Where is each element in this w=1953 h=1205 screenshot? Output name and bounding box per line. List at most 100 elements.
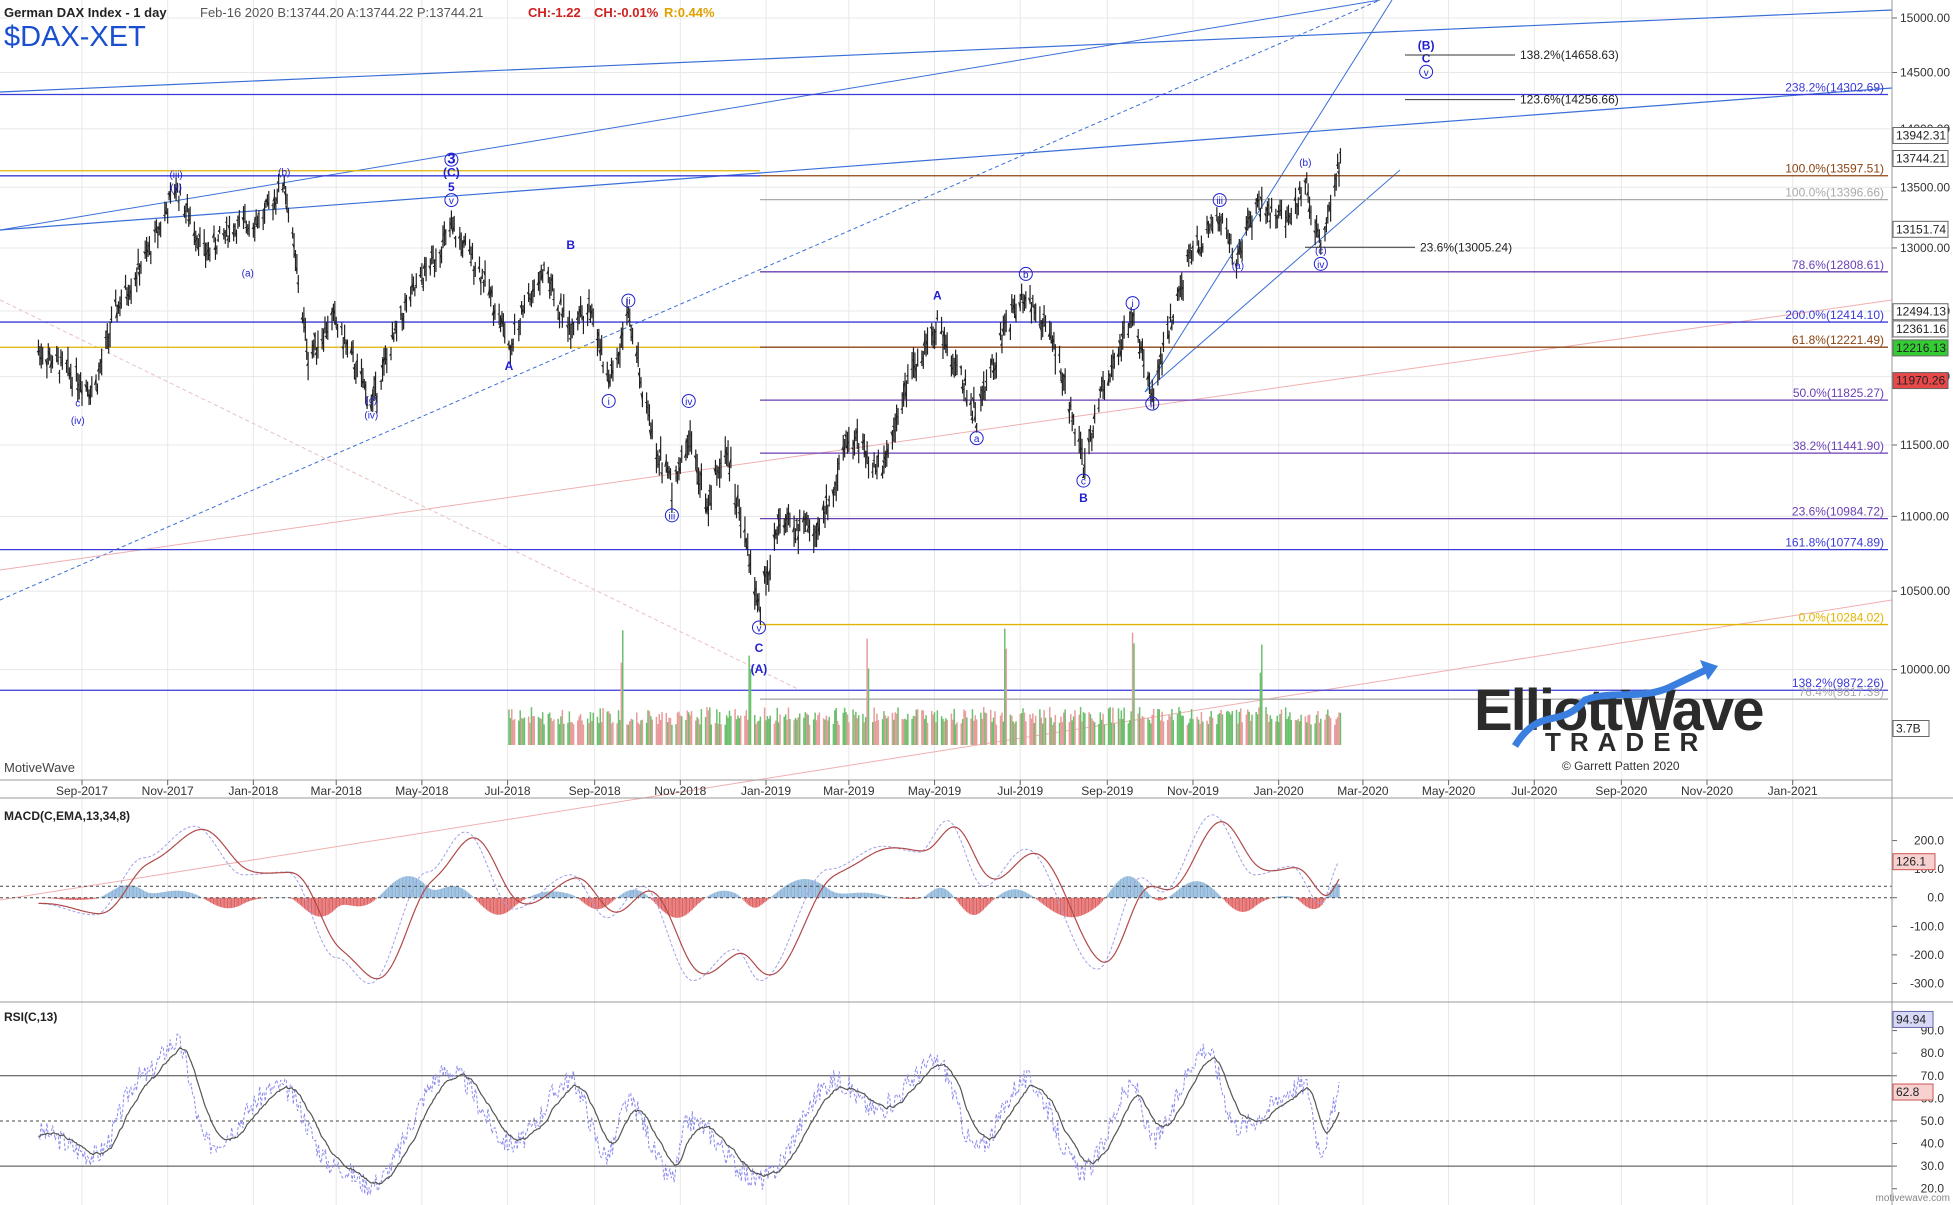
- price-bar-open: [1033, 311, 1036, 314]
- price-bar-open: [1139, 346, 1142, 350]
- price-bar-open: [119, 303, 122, 305]
- price-bar-open: [863, 451, 867, 456]
- price-bar-open: [539, 269, 542, 274]
- price-bar-open: [678, 467, 681, 473]
- wave-label: iv: [1317, 260, 1324, 271]
- price-bar-open: [509, 345, 513, 348]
- price-bar-open: [637, 372, 641, 378]
- wave-label: (c): [365, 396, 377, 407]
- price-bar-open: [1082, 464, 1086, 468]
- wave-label-circle: [664, 508, 679, 523]
- price-bar-open: [294, 266, 298, 272]
- fib-label: 50.0%(11825.27): [1793, 386, 1884, 400]
- price-bar-open: [817, 525, 820, 533]
- price-bar-open: [963, 377, 966, 382]
- symbol-title: $DAX-XET: [4, 21, 146, 53]
- price-bar-open: [788, 517, 791, 520]
- price-bar-open: [1000, 342, 1003, 346]
- price-bar-open: [832, 486, 836, 490]
- price-bar-open: [56, 359, 59, 362]
- price-bar-open: [727, 472, 730, 475]
- price-bar-open: [134, 274, 138, 280]
- trend-line: [0, 299, 801, 691]
- price-bar-open: [360, 380, 364, 385]
- price-bar-open: [1181, 286, 1184, 290]
- wave-label: (b): [1299, 158, 1311, 169]
- price-bar-open: [293, 253, 296, 257]
- wave-label-circle: [601, 393, 616, 408]
- wave-label: C: [1422, 52, 1431, 66]
- price-bar-open: [827, 498, 830, 502]
- price-bar-open: [316, 346, 319, 350]
- price-bar-open: [969, 400, 972, 406]
- price-bar-open: [921, 357, 924, 360]
- price-bar-open: [1265, 206, 1268, 212]
- price-bar-open: [1215, 214, 1218, 217]
- price-bar-open: [453, 236, 457, 240]
- price-bar-open: [699, 471, 702, 476]
- price-bar-open: [175, 187, 178, 190]
- price-bar-open: [44, 359, 48, 367]
- price-bar-open: [373, 377, 376, 381]
- price-bar-open: [550, 277, 553, 282]
- price-bar-open: [1040, 321, 1044, 325]
- price-bar-open: [783, 522, 787, 529]
- price-bar-open: [1205, 228, 1208, 231]
- wave-label: c: [1081, 477, 1086, 488]
- price-bar-open: [241, 217, 244, 222]
- change-pct: CH:-0.01%: [594, 5, 659, 20]
- price-bar-open: [205, 252, 208, 255]
- price-bar-open: [709, 502, 712, 506]
- price-bar-open: [410, 285, 413, 288]
- price-bar-open: [1169, 324, 1173, 330]
- price-bar-open: [1216, 219, 1219, 225]
- price-bar-open: [625, 313, 628, 316]
- price-bar-open: [49, 362, 52, 369]
- price-bar-open: [75, 388, 79, 391]
- price-bar-open: [1199, 252, 1202, 254]
- osc-main-line: [38, 821, 1340, 980]
- price-bar-open: [1137, 351, 1141, 355]
- price-bar-open: [1099, 387, 1103, 391]
- time-tick-label: Sep-2020: [1595, 784, 1647, 798]
- price-bar-open: [275, 199, 278, 201]
- wave-label: (B): [1418, 38, 1435, 52]
- price-tick-label: 10500.00: [1900, 584, 1950, 598]
- osc-tick-label: 70.0: [1921, 1069, 1945, 1083]
- wave-label: a: [974, 434, 980, 445]
- price-bar-open: [1268, 219, 1271, 223]
- price-bar-open: [835, 474, 838, 476]
- price-bar-open: [998, 332, 1002, 337]
- price-bar-open: [109, 318, 112, 321]
- price-bar-open: [139, 264, 142, 268]
- price-bar-open: [566, 324, 569, 329]
- trend-line: [1144, 0, 1393, 393]
- price-bar-open: [182, 213, 185, 217]
- price-bar-open: [915, 363, 919, 366]
- osc-tick-label: 20.0: [1921, 1182, 1945, 1196]
- price-bar-open: [463, 238, 466, 244]
- price-bar-open: [158, 227, 162, 231]
- price-bar-open: [335, 326, 339, 331]
- price-bar-open: [443, 230, 447, 234]
- price-bar-open: [1087, 437, 1090, 444]
- price-bar-open: [310, 351, 313, 355]
- price-bar-open: [679, 450, 683, 453]
- price-bar-open: [1217, 222, 1220, 224]
- price-bar-open: [1004, 320, 1007, 323]
- price-bar-open: [620, 332, 624, 338]
- price-bar-open: [1257, 199, 1260, 203]
- price-bar-open: [352, 367, 355, 370]
- wave-label: 3: [447, 151, 455, 168]
- price-bar-open: [705, 505, 708, 514]
- fib-label: 238.2%(14302.69): [1785, 80, 1884, 94]
- price-bar-open: [234, 232, 237, 235]
- wave-label-circle: [1076, 473, 1091, 488]
- price-bar-open: [696, 482, 699, 485]
- price-bar-open: [1119, 350, 1122, 357]
- price-bar-open: [1269, 205, 1273, 209]
- price-bar-open: [404, 297, 407, 303]
- wave-label: (C): [443, 166, 460, 180]
- price-bar-open: [796, 535, 799, 541]
- price-bar-open: [755, 599, 759, 603]
